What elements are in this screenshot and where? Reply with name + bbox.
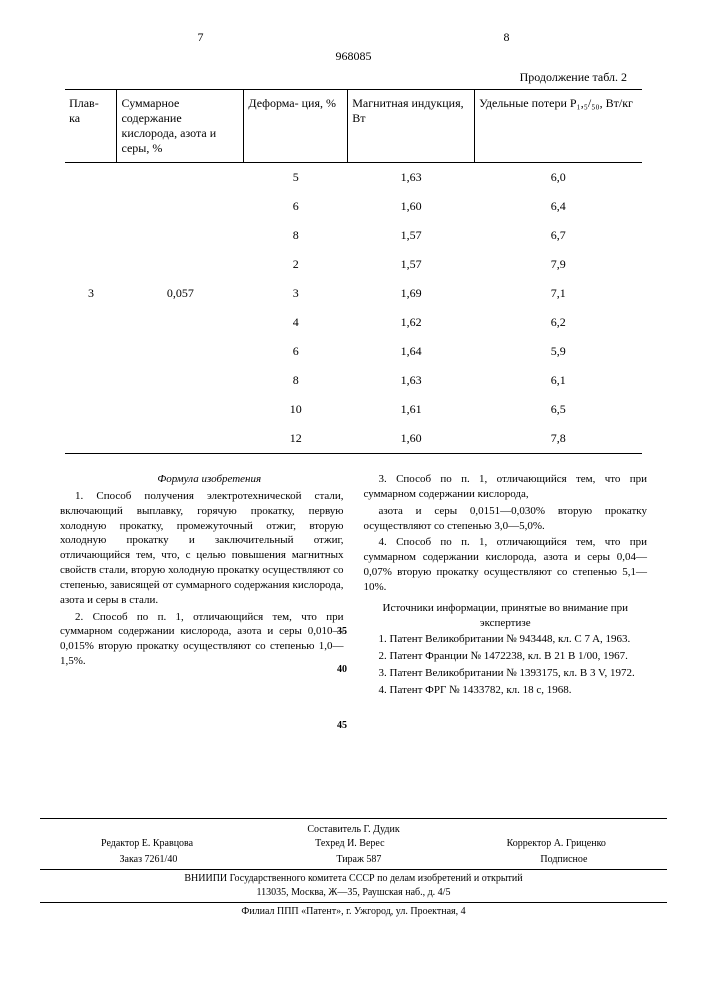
table-row: 51,636,0 <box>65 163 642 193</box>
table-cell: 1,64 <box>348 337 475 366</box>
table-cell <box>65 250 117 279</box>
colophon-corrector: Корректор А. Гриценко <box>507 837 606 851</box>
table-cell: 12 <box>244 424 348 454</box>
claim-1: 1. Способ получения электротехнической с… <box>60 489 344 608</box>
table-row: 81,576,7 <box>65 221 642 250</box>
source-4: 4. Патент ФРГ № 1433782, кл. 18 c, 1968. <box>364 683 648 698</box>
table-cell: 6,1 <box>475 366 642 395</box>
table-cell <box>65 221 117 250</box>
colophon-podpisnoe: Подписное <box>540 853 587 867</box>
table-row: 61,645,9 <box>65 337 642 366</box>
table-cell: 6,7 <box>475 221 642 250</box>
table-cell: 6,0 <box>475 163 642 193</box>
table-cell: 1,60 <box>348 192 475 221</box>
table-cell: 7,9 <box>475 250 642 279</box>
table-cell: 0,057 <box>117 279 244 308</box>
table-cell: 5,9 <box>475 337 642 366</box>
source-2: 2. Патент Франции № 1472238, кл. B 21 B … <box>364 649 648 664</box>
table-cell <box>65 192 117 221</box>
table-row: 81,636,1 <box>65 366 642 395</box>
table-cell <box>65 424 117 454</box>
table-cell <box>65 366 117 395</box>
colophon: Составитель Г. Дудик Редактор Е. Кравцов… <box>40 818 667 919</box>
colophon-vniip: ВНИИПИ Государственного комитета СССР по… <box>40 872 667 886</box>
col-plavka: Плав- ка <box>65 90 117 163</box>
table-row: 61,606,4 <box>65 192 642 221</box>
data-table: Плав- ка Суммарное содержание кислорода,… <box>65 89 642 454</box>
table-cell: 1,62 <box>348 308 475 337</box>
line-marker-45: 45 <box>337 720 347 731</box>
table-row: 121,607,8 <box>65 424 642 454</box>
table-cell: 6,5 <box>475 395 642 424</box>
sources-title: Источники информации, принятые во вниман… <box>364 601 648 631</box>
table-cell: 6 <box>244 192 348 221</box>
claim-3b: азота и серы 0,0151—0,030% вторую прокат… <box>364 504 648 534</box>
colophon-editor: Редактор Е. Кравцова <box>101 837 193 851</box>
page-num-left: 7 <box>198 30 204 45</box>
table-cell: 7,1 <box>475 279 642 308</box>
claims-title: Формула изобретения <box>60 472 344 487</box>
colophon-order: Заказ 7261/40 <box>120 853 178 867</box>
table-cell: 1,69 <box>348 279 475 308</box>
table-cell <box>117 366 244 395</box>
table-cell: 1,61 <box>348 395 475 424</box>
table-row: 30,05731,697,1 <box>65 279 642 308</box>
claim-3: 3. Способ по п. 1, отличающийся тем, что… <box>364 472 648 502</box>
table-row: 101,616,5 <box>65 395 642 424</box>
table-cell <box>117 221 244 250</box>
table-cell: 6 <box>244 337 348 366</box>
table-cell <box>65 337 117 366</box>
line-marker-35: 35 <box>337 626 347 637</box>
source-3: 3. Патент Великобритании № 1393175, кл. … <box>364 666 648 681</box>
colophon-address2: Филиал ППП «Патент», г. Ужгород, ул. Про… <box>40 905 667 919</box>
table-cell: 6,2 <box>475 308 642 337</box>
table-cell <box>117 250 244 279</box>
table-cell: 2 <box>244 250 348 279</box>
table-cell: 1,63 <box>348 366 475 395</box>
table-cell <box>65 163 117 193</box>
line-marker-40: 40 <box>337 664 347 675</box>
col-losses: Удельные потери P₁,₅/₅₀, Вт/кг <box>475 90 642 163</box>
col-deform: Деформа- ция, % <box>244 90 348 163</box>
body-text: Формула изобретения 1. Способ получения … <box>60 472 647 698</box>
claim-2: 2. Способ по п. 1, отличающийся тем, что… <box>60 610 344 669</box>
table-cell: 1,63 <box>348 163 475 193</box>
colophon-address1: 113035, Москва, Ж—35, Раушская наб., д. … <box>40 886 667 900</box>
table-cell: 5 <box>244 163 348 193</box>
colophon-tirazh: Тираж 587 <box>336 853 381 867</box>
colophon-techred: Техред И. Верес <box>315 837 384 851</box>
table-cell <box>117 395 244 424</box>
table-cell: 7,8 <box>475 424 642 454</box>
table-cell: 3 <box>65 279 117 308</box>
table-cell <box>65 308 117 337</box>
table-cell <box>117 337 244 366</box>
col-content: Суммарное содержание кислорода, азота и … <box>117 90 244 163</box>
table-continuation-label: Продолжение табл. 2 <box>40 70 667 85</box>
col-induction: Магнитная индукция, Вт <box>348 90 475 163</box>
table-cell: 8 <box>244 221 348 250</box>
table-cell: 1,57 <box>348 250 475 279</box>
table-row: 21,577,9 <box>65 250 642 279</box>
table-cell: 4 <box>244 308 348 337</box>
doc-number: 968085 <box>40 49 667 64</box>
table-cell: 8 <box>244 366 348 395</box>
source-1: 1. Патент Великобритании № 943448, кл. C… <box>364 632 648 647</box>
claim-4: 4. Способ по п. 1, отличающийся тем, что… <box>364 535 648 594</box>
table-cell <box>117 192 244 221</box>
table-cell <box>117 424 244 454</box>
table-cell: 10 <box>244 395 348 424</box>
colophon-compiler: Составитель Г. Дудик <box>40 823 667 837</box>
table-cell: 1,60 <box>348 424 475 454</box>
table-cell <box>65 395 117 424</box>
page-num-right: 8 <box>504 30 510 45</box>
table-cell: 3 <box>244 279 348 308</box>
table-row: 41,626,2 <box>65 308 642 337</box>
table-cell <box>117 163 244 193</box>
table-cell <box>117 308 244 337</box>
table-cell: 6,4 <box>475 192 642 221</box>
table-cell: 1,57 <box>348 221 475 250</box>
